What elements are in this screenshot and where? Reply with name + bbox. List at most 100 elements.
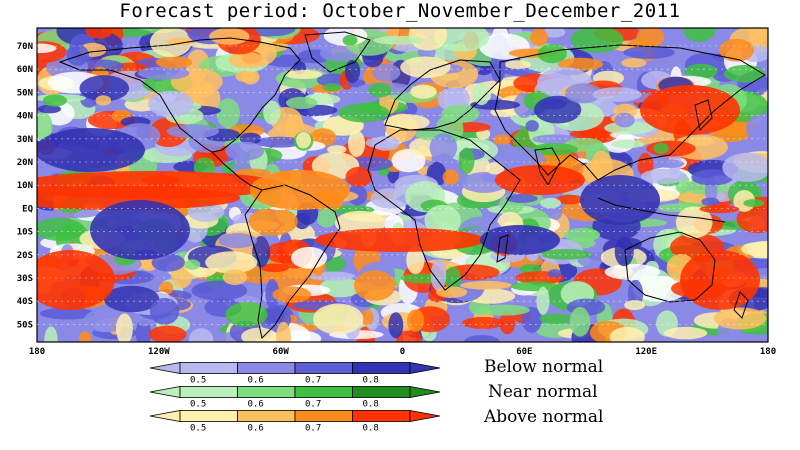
- colorbar-segment: [237, 386, 296, 398]
- coastline-asia: [494, 44, 766, 181]
- field-cell: [85, 28, 113, 39]
- field-cell: [547, 269, 562, 278]
- field-cell: [539, 197, 562, 209]
- coastline-india: [534, 147, 561, 187]
- field-cell: [719, 38, 754, 62]
- field-cell: [724, 64, 765, 83]
- coastline-greenland: [304, 31, 371, 73]
- field-cell: [493, 134, 511, 145]
- field-cell: [319, 277, 362, 298]
- coastline-australia: [624, 231, 716, 303]
- colorbar-segment: [179, 410, 238, 422]
- field-cell: [429, 133, 458, 162]
- latitude-label: 60N: [17, 65, 33, 75]
- field-cell: [542, 28, 566, 38]
- field-cell: [290, 246, 328, 269]
- field-cell: [361, 309, 374, 326]
- field-cell: [460, 280, 512, 290]
- field-cell: [159, 281, 174, 295]
- field-cell: [37, 112, 53, 142]
- colorbar-tick-label: 0.7: [305, 400, 321, 410]
- field-cell: [406, 245, 425, 275]
- field-cell: [499, 311, 516, 335]
- field-cell: [218, 233, 258, 249]
- coastline-japan: [694, 99, 713, 132]
- latitude-label: 20S: [17, 251, 33, 261]
- latitude-label: 10S: [17, 228, 33, 238]
- field-cell: [745, 113, 768, 144]
- longitude-label: 180: [760, 347, 776, 357]
- field-cell: [252, 235, 270, 268]
- field-cell: [151, 253, 186, 272]
- field-cell: [436, 286, 468, 298]
- field-cell: [241, 327, 278, 342]
- latitude-label: 10N: [17, 181, 33, 191]
- colorbar-tick-label: 0.8: [363, 400, 379, 410]
- field-cell: [388, 312, 404, 339]
- field-cell: [410, 84, 437, 99]
- colorbar-tick-label: 0.5: [190, 376, 206, 386]
- field-cell: [95, 95, 112, 106]
- latitude-label: 70N: [17, 42, 33, 52]
- colorbar-above: 0.5 0.6 0.7 0.8: [149, 410, 441, 434]
- colorbar-segment: [294, 362, 353, 374]
- colorbar-segment: [237, 362, 296, 374]
- field-cell: [530, 28, 549, 47]
- field-cell: [624, 300, 646, 311]
- colorbar-tick-label: 0.5: [190, 424, 206, 434]
- field-cell: [225, 302, 268, 328]
- field-cell: [222, 269, 248, 285]
- field-band: [37, 128, 145, 172]
- field-cell: [505, 194, 538, 203]
- field-cell: [590, 150, 613, 181]
- colorbar-tick-label: 0.7: [305, 376, 321, 386]
- field-cell: [441, 104, 480, 123]
- field-cell: [39, 307, 96, 320]
- field-cell: [531, 143, 578, 156]
- field-cell: [228, 51, 266, 69]
- coastline-africa: [367, 129, 521, 291]
- field-cell: [37, 43, 57, 54]
- colorbar-segment: [352, 362, 411, 374]
- colorbar-tick-label: 0.6: [248, 424, 264, 434]
- longitude-label: 120E: [635, 347, 657, 357]
- field-cell: [556, 194, 585, 205]
- latitude-label: 30N: [17, 135, 33, 145]
- colorbar-arrow: [149, 386, 181, 398]
- field-cell: [209, 28, 250, 45]
- field-cell: [322, 83, 342, 92]
- field-cell: [191, 280, 248, 301]
- field-cell: [347, 130, 366, 158]
- colorbar-tick-label: 0.6: [248, 376, 264, 386]
- field-cell: [569, 307, 591, 337]
- field-cell: [285, 96, 318, 110]
- field-cell: [149, 298, 180, 325]
- field-cell: [655, 159, 685, 168]
- field-cell: [313, 303, 364, 335]
- field-cell: [477, 304, 530, 316]
- field-cell: [344, 59, 361, 83]
- field-cell: [66, 44, 90, 66]
- colorbar-tick-label: 0.6: [248, 400, 264, 410]
- colorbar-segment: [352, 410, 411, 422]
- field-cell: [458, 147, 475, 175]
- coastline-new-zealand: [733, 291, 749, 319]
- colorbar-arrow: [409, 362, 441, 374]
- field-cell: [683, 28, 716, 43]
- coastline-central-america: [211, 151, 263, 191]
- field-cell: [239, 132, 262, 145]
- field-cell: [272, 286, 312, 303]
- coastlines: [58, 31, 766, 339]
- colorbar-segment: [294, 410, 353, 422]
- field-cell: [103, 285, 160, 313]
- field-band: [640, 85, 740, 135]
- field-cell: [216, 98, 240, 129]
- field-cell: [748, 28, 767, 47]
- colorbar-segment: [352, 386, 411, 398]
- map-title: Forecast period: October_November_Decemb…: [119, 0, 681, 22]
- field-cell: [342, 34, 358, 46]
- field-cell: [722, 152, 768, 183]
- longitude-label: 180: [29, 347, 45, 357]
- field-cell: [79, 75, 130, 102]
- field-cell: [166, 37, 195, 46]
